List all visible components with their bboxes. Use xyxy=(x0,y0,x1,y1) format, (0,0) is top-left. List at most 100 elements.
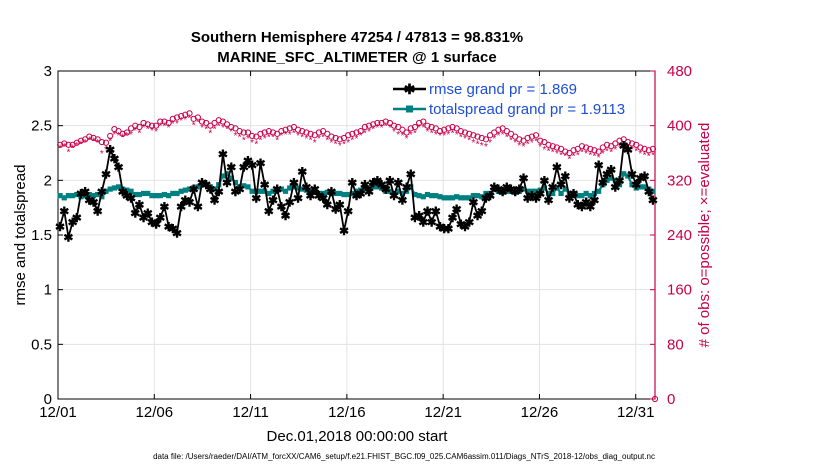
totalspread-point xyxy=(291,184,297,190)
rmse-point: ✱ xyxy=(289,176,299,190)
totalspread-point xyxy=(408,184,414,190)
obs-possible-point xyxy=(441,126,448,133)
obs-possible-point xyxy=(332,134,339,142)
obs-possible-point xyxy=(320,128,327,135)
rmse-point: ✱ xyxy=(418,215,428,229)
rmse-point: ✱ xyxy=(439,222,449,236)
rmse-point: ✱ xyxy=(435,220,445,234)
obs-possible-point xyxy=(557,145,565,152)
obs-possible-point xyxy=(416,119,423,127)
obs-possible-point xyxy=(261,129,268,136)
rmse-point: ✱ xyxy=(539,174,549,188)
obs-evaluated-point: * xyxy=(593,152,597,163)
rmse-point: ✱ xyxy=(243,154,253,168)
obs-possible-point xyxy=(637,144,644,151)
obs-evaluated-point: * xyxy=(246,134,250,145)
rmse-point: ✱ xyxy=(623,143,633,157)
rmse-point: ✱ xyxy=(130,207,140,221)
obs-possible-point xyxy=(182,111,189,118)
rmse-point: ✱ xyxy=(481,191,491,205)
obs-possible-point xyxy=(190,115,197,122)
rmse-point: ✱ xyxy=(381,183,391,197)
obs-evaluated-point: * xyxy=(371,124,375,135)
obs-evaluated-point: * xyxy=(137,129,141,140)
obs-evaluated-point: * xyxy=(563,152,567,163)
obs-possible-point xyxy=(132,122,139,129)
obs-possible-point xyxy=(399,126,406,133)
rmse-point: ✱ xyxy=(397,194,407,208)
obs-possible-point xyxy=(194,114,201,121)
grid-lines xyxy=(58,71,655,399)
rmse-point: ✱ xyxy=(84,194,94,208)
obs-possible-point xyxy=(115,128,122,135)
obs-possible-point xyxy=(127,125,135,132)
rmse-point: ✱ xyxy=(552,161,562,175)
obs-possible-point xyxy=(599,144,606,151)
left-tick-label: 1.5 xyxy=(31,227,52,244)
totalspread-point xyxy=(136,191,143,198)
left-tick-label: 2 xyxy=(44,172,52,189)
obs-evaluated-point: * xyxy=(112,130,116,141)
obs-possible-point xyxy=(466,130,473,137)
x-tick-label: 12/06 xyxy=(136,404,174,421)
totalspread-point xyxy=(341,191,347,198)
rmse-point: ✱ xyxy=(518,172,528,186)
rmse-point: ✱ xyxy=(456,218,466,232)
rmse-point: ✱ xyxy=(331,202,341,216)
totalspread-point xyxy=(600,182,606,188)
obs-evaluated-point: * xyxy=(580,148,584,159)
obs-possible-point xyxy=(249,132,256,140)
obs-possible-point xyxy=(587,145,594,152)
rmse-line xyxy=(59,143,654,238)
obs-evaluated-point: * xyxy=(442,131,446,142)
obs-evaluated-point: * xyxy=(171,119,175,130)
rmse-point: ✱ xyxy=(76,187,86,201)
totalspread-point xyxy=(470,193,476,199)
totalspread-point xyxy=(195,184,201,190)
rmse-point: ✱ xyxy=(393,176,403,190)
obs-evaluated-point: * xyxy=(192,120,196,131)
obs-evaluated-point: * xyxy=(158,122,162,133)
totalspread-point xyxy=(170,190,176,197)
rmse-point: ✱ xyxy=(268,194,278,208)
totalspread-point xyxy=(520,186,527,192)
rmse-point: ✱ xyxy=(101,167,111,181)
obs-possible-point xyxy=(428,123,435,131)
rmse-point: ✱ xyxy=(239,161,249,175)
obs-possible-point xyxy=(537,137,544,144)
obs-evaluated-point: * xyxy=(488,138,492,149)
totalspread-point xyxy=(395,188,401,194)
obs-evaluated-point: * xyxy=(405,134,409,145)
obs-evaluated-point: * xyxy=(526,139,530,150)
obs-possible-point xyxy=(583,144,590,151)
totalspread-point xyxy=(99,194,105,200)
obs-evaluated-point: * xyxy=(451,129,455,140)
rmse-point: ✱ xyxy=(414,209,424,223)
obs-evaluated-point: * xyxy=(225,124,229,135)
rmse-point: ✱ xyxy=(155,211,165,225)
totalspread-point xyxy=(65,193,72,199)
rmse-point: ✱ xyxy=(356,187,366,201)
totalspread-point xyxy=(474,193,481,199)
obs-evaluated-point: * xyxy=(304,134,308,145)
rmse-point: ✱ xyxy=(489,180,499,194)
rmse-point: ✱ xyxy=(468,196,478,210)
obs-possible-point xyxy=(553,144,560,151)
obs-possible-point xyxy=(223,121,231,128)
obs-evaluated-point: * xyxy=(647,152,651,163)
rmse-point: ✱ xyxy=(306,189,316,203)
obs-evaluated-point: * xyxy=(613,145,617,156)
totalspread-point xyxy=(445,195,451,201)
obs-possible-point xyxy=(420,118,427,125)
obs-evaluated-point: * xyxy=(576,150,580,161)
obs-possible-point xyxy=(407,125,414,132)
rmse-point: ✱ xyxy=(318,191,328,205)
totalspread-point xyxy=(487,190,493,197)
obs-possible-point xyxy=(395,123,402,131)
obs-possible-point xyxy=(532,132,540,139)
totalspread-point xyxy=(249,188,255,194)
totalspread-point xyxy=(516,188,522,194)
obs-possible-point xyxy=(303,129,310,136)
rmse-point: ✱ xyxy=(210,194,220,208)
obs-evaluated-point: * xyxy=(430,129,434,140)
